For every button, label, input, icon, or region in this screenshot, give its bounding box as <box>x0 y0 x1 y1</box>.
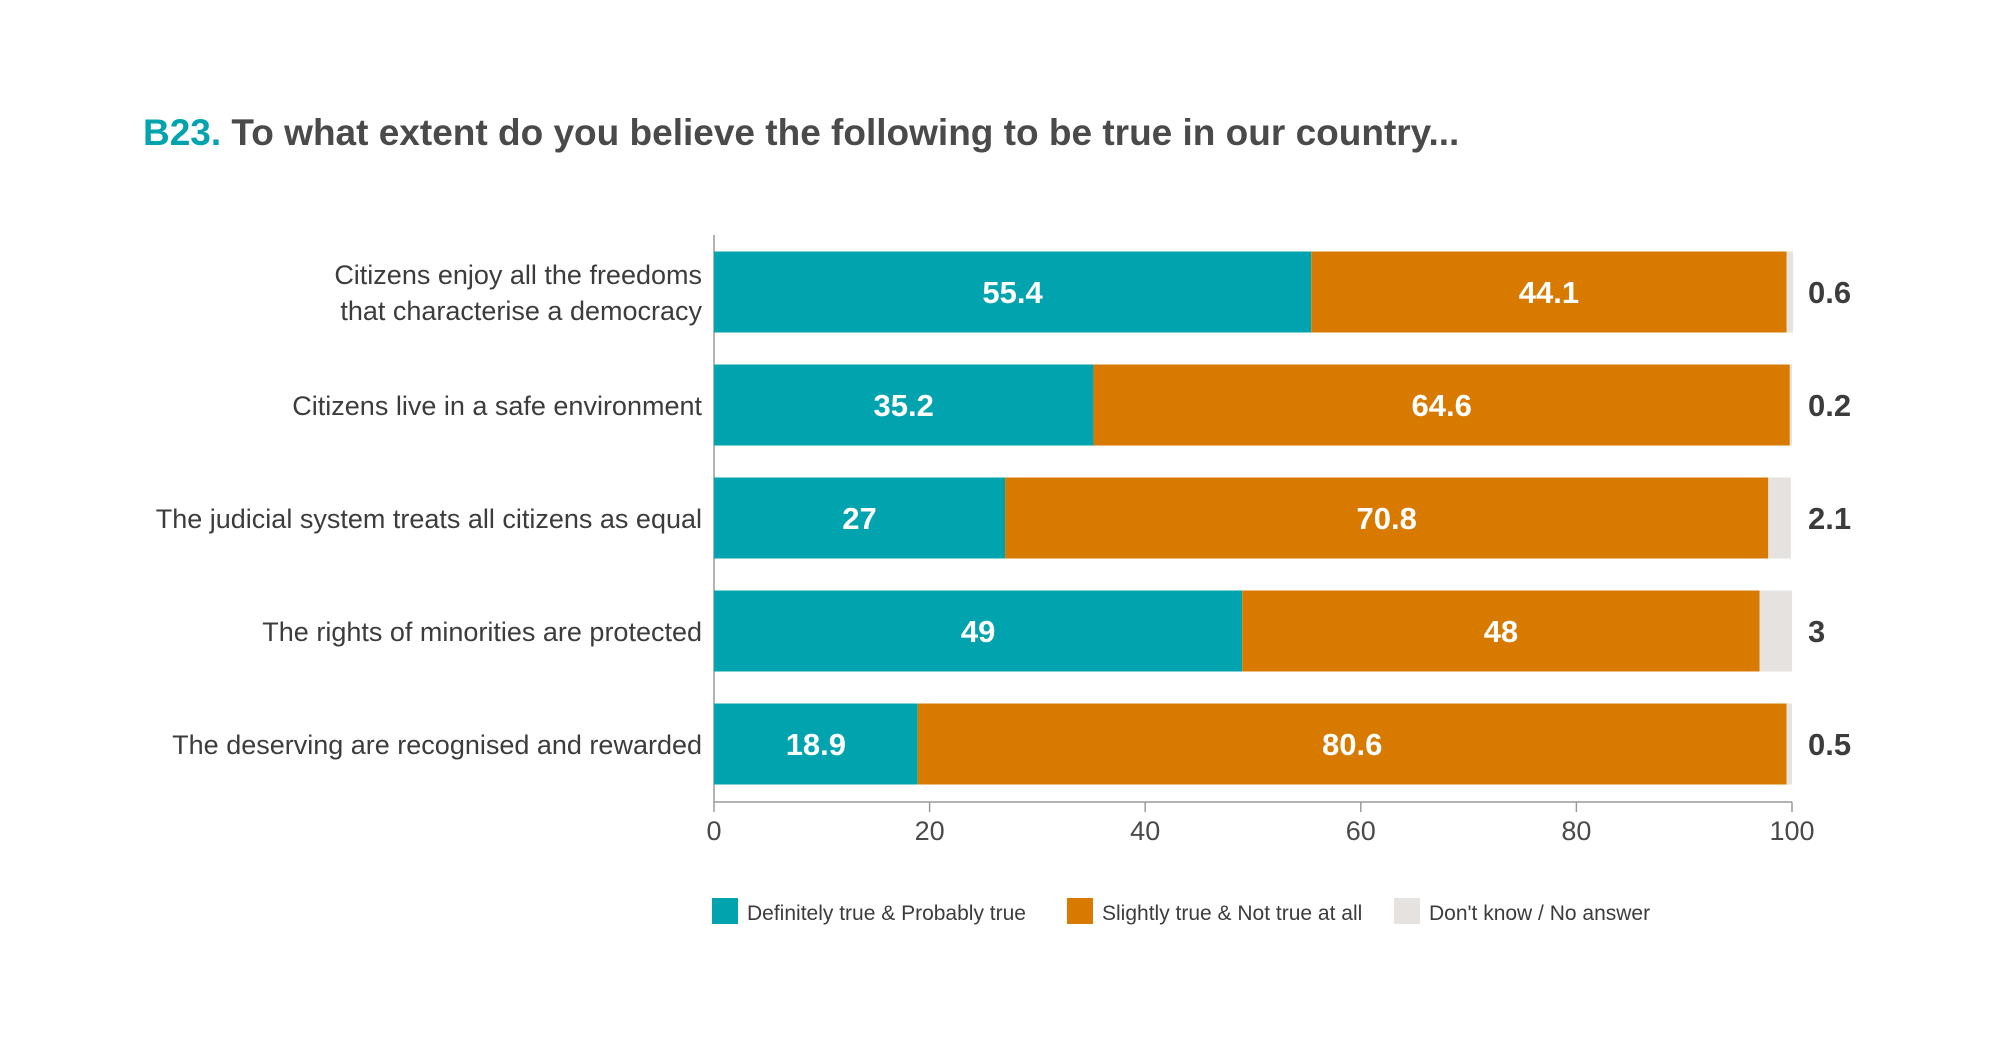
chart-bars <box>714 251 1794 785</box>
bar-dont-know <box>1789 364 1792 446</box>
legend-swatch <box>712 898 738 924</box>
category-label: The deserving are recognised and rewarde… <box>172 730 702 760</box>
bar-value-label: 44.1 <box>1519 275 1579 310</box>
bar-slightly-not-true <box>917 703 1787 785</box>
legend-label: Definitely true & Probably true <box>747 902 1026 925</box>
bar-value-label: 70.8 <box>1357 501 1417 536</box>
chart-title: B23. To what extent do you believe the f… <box>143 112 1459 154</box>
category-label: The judicial system treats all citizens … <box>156 504 702 534</box>
x-tick-label: 100 <box>1769 816 1814 846</box>
bar-definitely-true <box>714 590 1243 672</box>
x-tick-label: 60 <box>1346 816 1376 846</box>
bar-value-label: 35.2 <box>874 388 934 423</box>
bar-slightly-not-true <box>1093 364 1790 446</box>
dont-know-value-label: 2.1 <box>1808 501 1851 536</box>
chart-axes: 0 20 40 60 80 100 <box>706 235 1815 846</box>
bar-definitely-true <box>714 364 1094 446</box>
legend-swatch <box>1394 898 1420 924</box>
bar-definitely-true <box>714 703 918 785</box>
x-tick-label: 40 <box>1130 816 1160 846</box>
bar-dont-know <box>1786 703 1792 785</box>
bar-value-label: 27 <box>842 501 876 536</box>
question-text: To what extent do you believe the follow… <box>221 112 1460 153</box>
dont-know-value-label: 3 <box>1808 614 1825 649</box>
legend-swatch <box>1067 898 1093 924</box>
category-label: The rights of minorities are protected <box>262 617 702 647</box>
category-label: that characterise a democracy <box>340 296 702 326</box>
bar-slightly-not-true <box>1311 251 1787 333</box>
chart-legend: Definitely true & Probably true Slightly … <box>712 898 1650 925</box>
category-label: Citizens live in a safe environment <box>292 391 702 421</box>
bar-value-label: 55.4 <box>982 275 1043 310</box>
bar-value-label: 48 <box>1484 614 1518 649</box>
legend-label: Don't know / No answer <box>1429 902 1650 925</box>
x-tick-label: 20 <box>915 816 945 846</box>
bar-dont-know <box>1759 590 1792 672</box>
category-label: Citizens enjoy all the freedoms <box>334 260 702 290</box>
bar-dont-know <box>1768 477 1791 559</box>
bar-value-label: 64.6 <box>1411 388 1471 423</box>
bar-value-label: 80.6 <box>1322 727 1382 762</box>
bar-value-label: 49 <box>961 614 995 649</box>
bar-slightly-not-true <box>1005 477 1769 559</box>
legend-label: Slightly true & Not true at all <box>1102 902 1362 925</box>
bar-value-label: 18.9 <box>786 727 846 762</box>
dont-know-value-label: 0.2 <box>1808 388 1851 423</box>
x-tick-label: 80 <box>1561 816 1591 846</box>
bar-slightly-not-true <box>1242 590 1760 672</box>
dont-know-value-label: 0.5 <box>1808 727 1851 762</box>
bar-definitely-true <box>714 477 1006 559</box>
bar-dont-know <box>1786 251 1794 333</box>
bar-definitely-true <box>714 251 1312 333</box>
question-code: B23. <box>143 112 222 153</box>
chart-labels: 55.4 44.1 0.6 Citizens enjoy all the freedo… <box>156 260 1851 762</box>
x-tick-label: 0 <box>706 816 721 846</box>
dont-know-value-label: 0.6 <box>1808 275 1851 310</box>
